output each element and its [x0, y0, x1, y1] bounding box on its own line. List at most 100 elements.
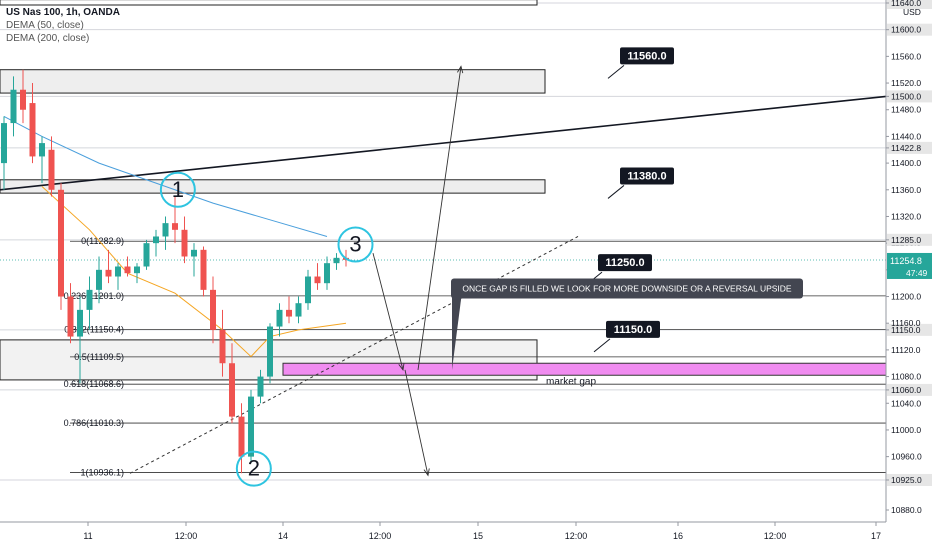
price-tag-box: [620, 167, 674, 185]
price-tag-box: [598, 254, 652, 272]
symbol-title: US Nas 100, 1h, OANDA: [6, 7, 120, 18]
time-tick-label: 14: [278, 531, 288, 541]
candle-body: [1, 123, 7, 164]
price-tick-highlight: [887, 0, 932, 9]
price-tag-label: 11150.0: [614, 324, 653, 336]
candle-body: [333, 257, 340, 264]
candle-body: [96, 269, 102, 290]
candlesticks: [1, 69, 349, 474]
supply-demand-zones: market gap: [0, 0, 887, 388]
point-label: 1: [172, 177, 184, 202]
candle-body: [305, 276, 311, 304]
price-tick-label: 10925.0: [891, 475, 922, 485]
candle-body: [105, 269, 112, 277]
price-tick-highlight: [887, 233, 932, 246]
dema-200-legend: DEMA (200, close): [6, 33, 90, 44]
resistance-zone: [0, 69, 546, 94]
fibonacci-retracement: 0(11282.9) 0.236(11201.0) 0.382(11150.4) 0.…: [64, 236, 886, 478]
point-circle: [337, 226, 374, 263]
current-price-label: 11254.8: [890, 256, 922, 266]
market-gap-label: market gap: [546, 377, 596, 388]
candle-body: [162, 223, 169, 237]
price-tick-label: 11422.8: [891, 143, 921, 153]
candle-body: [10, 89, 17, 124]
arrow-head: [423, 468, 430, 477]
candle-body: [210, 289, 216, 330]
candle-body: [314, 276, 321, 284]
pivot-zone: [0, 179, 546, 194]
price-tick-label: 10960.0: [891, 452, 922, 462]
candle-body: [181, 229, 188, 257]
point-circle: [159, 171, 196, 208]
top-zone: [0, 0, 538, 6]
price-tag-label: 11380.0: [627, 170, 666, 182]
candle-body: [29, 103, 36, 157]
price-tick-highlight: [887, 90, 932, 103]
price-axis[interactable]: USD 10880.0 10925.0 10960.0 11000.0 11040.0 11…: [885, 0, 932, 550]
time-axis[interactable]: 11 12:00 14 12:00 15 12:00 16 12:00 17: [0, 521, 886, 541]
price-tick-highlight: [887, 473, 932, 486]
candle-body: [238, 416, 245, 457]
candle-body: [248, 396, 254, 457]
price-tick-highlight: [887, 141, 932, 154]
annotations: 1 2 3 11560.0 11380.0 11250.0 11150.0 ONCE GAP …: [159, 47, 803, 487]
price-tick-highlight: [887, 323, 932, 336]
price-tick-label: 11060.0: [891, 385, 921, 395]
price-tick-label: 11040.0: [891, 398, 921, 408]
price-tick-label: 11320.0: [891, 211, 921, 221]
candle-body: [77, 309, 83, 337]
price-tick-label: 11160.0: [891, 318, 921, 328]
fib-label: 1(10936.1): [80, 468, 124, 478]
price-tick-highlight: [887, 383, 932, 396]
candle-body: [267, 326, 273, 377]
candle-body: [172, 223, 178, 230]
candle-body: [295, 303, 302, 317]
price-tag-box: [620, 47, 674, 65]
price-tick-label: 11480.0: [891, 105, 921, 115]
fib-label: 0.5(11109.5): [74, 352, 124, 362]
candle-body: [58, 189, 64, 297]
arrow-head: [398, 362, 405, 372]
fib-label: 0.382(11150.4): [64, 325, 124, 335]
price-tick-label: 11200.0: [891, 292, 921, 302]
candle-body: [257, 376, 264, 397]
market-gap-zone: [282, 362, 887, 376]
price-tag-label: 11250.0: [605, 257, 644, 269]
candle-body: [276, 309, 283, 327]
price-tick-label: 11120.0: [891, 345, 921, 355]
currency-label: USD: [903, 7, 921, 17]
candle-body: [115, 266, 121, 277]
time-tick-label: 15: [473, 531, 483, 541]
price-tag-label: 11560.0: [627, 50, 666, 62]
time-tick-label: 12:00: [175, 531, 198, 541]
price-tick-label: 11500.0: [891, 91, 921, 101]
projection-arrow: [404, 369, 429, 476]
price-tick-label: 11360.0: [891, 185, 921, 195]
price-tick-label: 11150.0: [891, 325, 921, 335]
callout-pointer: [452, 291, 462, 370]
point-label: 3: [349, 231, 361, 256]
price-tick-label: 11560.0: [891, 51, 921, 61]
callout-text: ONCE GAP IS FILLED WE LOOK FOR MORE DOWN…: [462, 284, 792, 294]
candle-body: [134, 266, 140, 274]
trend-lines: [0, 65, 887, 477]
projection-arrow: [372, 253, 404, 371]
candle-body: [286, 309, 292, 317]
price-tick-label: 11000.0: [891, 425, 921, 435]
time-tick-label: 16: [673, 531, 683, 541]
upper-trendline: [0, 95, 887, 191]
candle-body: [200, 249, 207, 290]
price-tick-highlight: [887, 23, 932, 36]
price-tick-label: 10880.0: [891, 505, 922, 515]
tag-pointer: [593, 338, 611, 353]
fib-label: 0.618(11068.6): [64, 379, 124, 389]
point-label: 2: [248, 456, 260, 481]
price-tick-label: 11520.0: [891, 78, 921, 88]
candle-body: [20, 89, 26, 110]
chart-legend: US Nas 100, 1h, OANDA DEMA (50, close) D…: [6, 6, 120, 45]
candle-body: [86, 289, 93, 310]
tag-pointer: [607, 64, 625, 79]
candle-body: [219, 329, 226, 364]
projection-arrow: [417, 66, 462, 370]
